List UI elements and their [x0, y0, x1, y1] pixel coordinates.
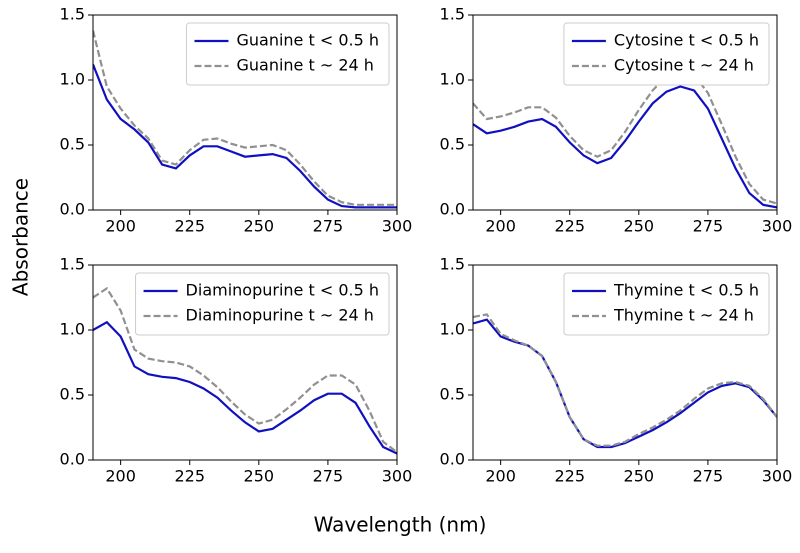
y-tick-label: 1.5: [60, 5, 85, 24]
legend: Diaminopurine t < 0.5 h Diaminopurine t ~…: [135, 272, 390, 336]
axes-frame: [92, 14, 398, 211]
x-tick-label: 300: [382, 217, 413, 236]
series-line: [473, 69, 777, 205]
axes-frame: [92, 264, 398, 461]
y-tick-label: 0.5: [440, 135, 465, 154]
y-tick-label: 0.0: [60, 200, 85, 219]
series-line: [93, 30, 397, 206]
y-tick-label: 0.5: [60, 135, 85, 154]
series-line: [93, 320, 397, 455]
y-tick-label: 0.0: [440, 450, 465, 469]
y-tick-label: 0.5: [60, 385, 85, 404]
legend-frame: [563, 272, 770, 336]
x-tick-label: 300: [762, 217, 793, 236]
series-line: [93, 63, 397, 209]
legend-label: Cytosine t ~ 24 h: [614, 56, 754, 75]
y-tick-label: 0.5: [440, 385, 465, 404]
x-tick-label: 200: [105, 217, 136, 236]
x-tick-label: 250: [624, 217, 655, 236]
y-tick-label: 1.5: [440, 255, 465, 274]
y-tick-label: 1.5: [440, 5, 465, 24]
legend-label: Diaminopurine t < 0.5 h: [186, 281, 379, 300]
legend: Cytosine t < 0.5 h Cytosine t ~ 24 h: [563, 22, 770, 86]
x-tick-label: 250: [244, 467, 275, 486]
x-tick-label: 225: [554, 467, 585, 486]
legend-label: Thymine t < 0.5 h: [613, 281, 759, 300]
x-tick-label: 225: [174, 217, 205, 236]
x-tick-label: 275: [313, 217, 344, 236]
axes-frame: [472, 14, 778, 211]
y-tick-label: 1.0: [60, 70, 85, 89]
x-tick-label: 275: [693, 217, 724, 236]
series-line: [93, 286, 397, 454]
axes-frame: [472, 264, 778, 461]
x-tick-label: 275: [313, 467, 344, 486]
legend: Guanine t < 0.5 h Guanine t ~ 24 h: [185, 22, 390, 86]
x-tick-label: 300: [762, 467, 793, 486]
legend-label: Guanine t < 0.5 h: [236, 31, 379, 50]
legend-label: Diaminopurine t ~ 24 h: [186, 306, 374, 325]
legend: Thymine t < 0.5 h Thymine t ~ 24 h: [563, 272, 770, 336]
legend-frame: [185, 22, 390, 86]
panel: 0.0 0.5 1.0 1.5 200 225 250 275 300 Guanine t < 0…: [60, 5, 413, 236]
panel: 0.0 0.5 1.0 1.5 200 225 250 275 300 Diaminopurine…: [60, 255, 413, 486]
legend-label: Thymine t ~ 24 h: [613, 306, 754, 325]
y-tick-label: 1.0: [60, 320, 85, 339]
x-tick-label: 225: [174, 467, 205, 486]
legend-label: Guanine t ~ 24 h: [236, 56, 373, 75]
y-tick-label: 0.0: [440, 200, 465, 219]
panel: 0.0 0.5 1.0 1.5 200 225 250 275 300 Thymine t < 0…: [440, 255, 793, 486]
y-tick-label: 1.0: [440, 320, 465, 339]
y-tick-label: 1.5: [60, 255, 85, 274]
x-tick-label: 300: [382, 467, 413, 486]
x-tick-label: 225: [554, 217, 585, 236]
x-tick-label: 200: [485, 467, 516, 486]
x-tick-label: 250: [244, 217, 275, 236]
y-tick-label: 1.0: [440, 70, 465, 89]
x-tick-label: 200: [485, 217, 516, 236]
legend-frame: [563, 22, 770, 86]
x-tick-label: 200: [105, 467, 136, 486]
legend-frame: [135, 272, 390, 336]
y-axis-label: Absorbance: [9, 178, 33, 296]
panel: 0.0 0.5 1.0 1.5 200 225 250 275 300 Cytosine t < …: [440, 5, 793, 236]
series-line: [473, 313, 777, 447]
x-axis-label: Wavelength (nm): [314, 513, 487, 537]
series-line: [473, 85, 777, 209]
x-tick-label: 275: [693, 467, 724, 486]
x-tick-label: 250: [624, 467, 655, 486]
y-tick-label: 0.0: [60, 450, 85, 469]
legend-label: Cytosine t < 0.5 h: [614, 31, 759, 50]
